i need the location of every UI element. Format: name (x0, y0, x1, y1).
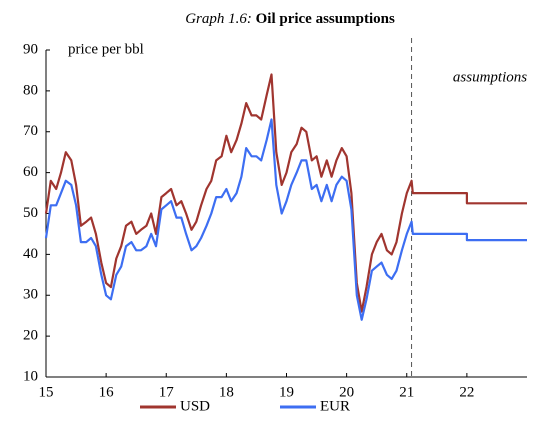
x-tick-label: 18 (219, 384, 234, 400)
x-tick-label: 16 (99, 384, 115, 400)
y-tick-label: 50 (23, 205, 38, 221)
series-line (44, 73, 527, 313)
x-tick-label: 20 (339, 384, 354, 400)
y-tick-label: 40 (23, 246, 38, 262)
x-tick-label: 15 (39, 384, 54, 400)
legend-label: EUR (320, 398, 350, 414)
annotation: assumptions (453, 69, 527, 85)
y-tick-label: 10 (23, 368, 38, 384)
y-tick-label: 70 (23, 123, 38, 139)
y-tick-label: 30 (23, 287, 38, 303)
y-tick-label: 90 (23, 41, 38, 57)
y-tick-label: 60 (23, 164, 38, 180)
y-tick-label: 80 (23, 82, 38, 98)
x-tick-label: 17 (159, 384, 175, 400)
y-tick-label: 20 (23, 328, 38, 344)
series-line (44, 118, 527, 321)
x-tick-label: 21 (399, 384, 414, 400)
chart-title: Graph 1.6: Oil price assumptions (185, 11, 395, 27)
title-prefix: Graph 1.6: (185, 11, 252, 27)
y-axis-label: price per bbl (68, 41, 144, 57)
title-text: Oil price assumptions (256, 11, 395, 27)
x-tick-label: 22 (459, 384, 474, 400)
legend-label: USD (180, 398, 210, 414)
x-tick-label: 19 (279, 384, 294, 400)
